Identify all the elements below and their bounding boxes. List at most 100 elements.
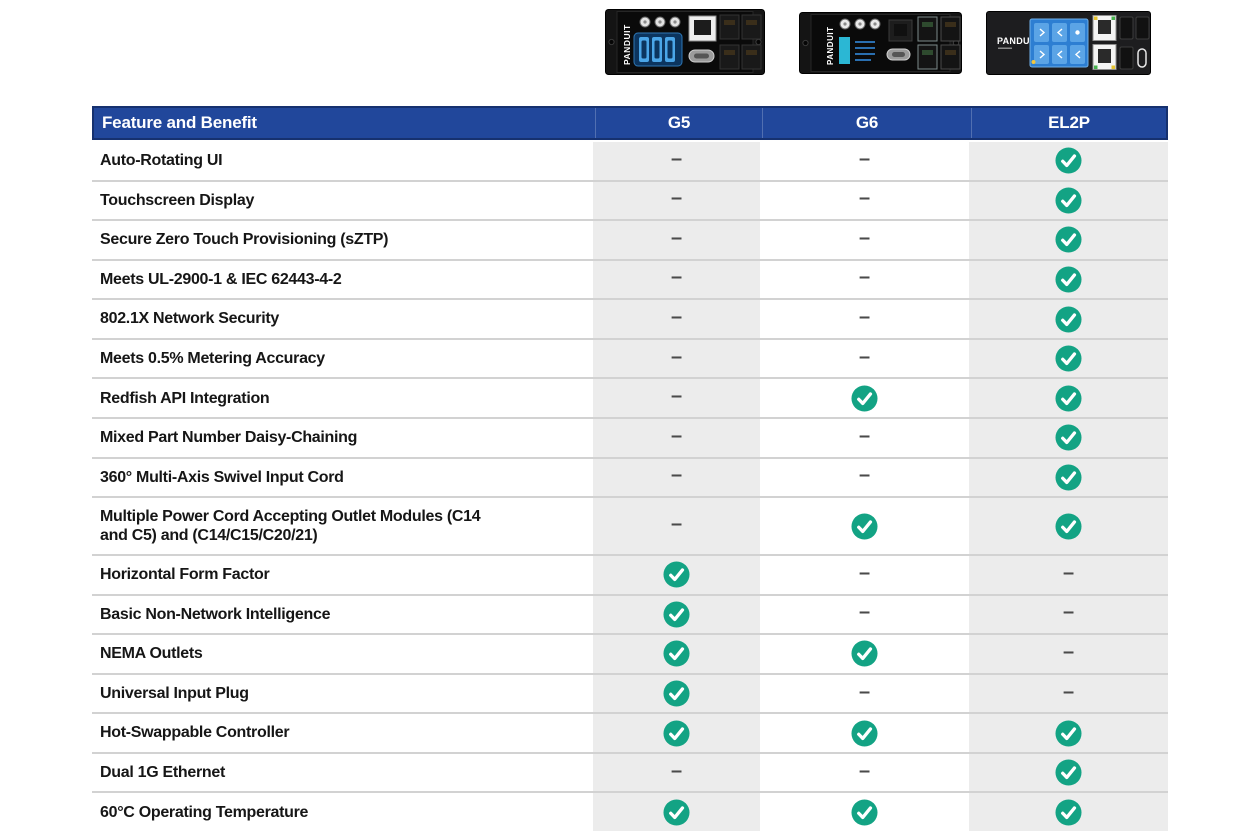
check-cell [593,595,760,634]
dash-icon: – [858,424,871,447]
check-icon [1055,226,1082,253]
header-column-g5: G5 [595,108,762,138]
check-cell [760,379,969,417]
g5-serial-port [688,49,715,63]
product-image-g6: PANDUIT [799,12,962,74]
dash-icon: – [670,385,683,408]
table-row: NEMA Outlets – [92,633,1168,673]
check-cell [969,793,1168,831]
check-icon [663,720,690,747]
check-icon [851,385,878,412]
g6-serial-port [886,48,911,61]
dash-icon: – [1062,680,1075,703]
dash-cell: – [760,221,969,259]
feature-label: Horizontal Form Factor [92,556,593,594]
dash-icon: – [858,147,871,170]
comparison-table: Feature and Benefit G5 G6 EL2P Auto-Rota… [92,106,1168,831]
dash-icon: – [858,601,871,624]
check-cell [969,300,1168,338]
check-cell [760,714,969,752]
check-cell [760,635,969,673]
table-body: Auto-Rotating UI – – Touchscreen Display – – S… [92,140,1168,831]
dash-icon: – [670,345,683,368]
dash-icon: – [1062,640,1075,663]
check-icon [1055,759,1082,786]
check-icon [1055,464,1082,491]
header-feature-and-benefit: Feature and Benefit [102,113,257,132]
feature-label: Multiple Power Cord Accepting Outlet Mod… [92,498,593,555]
dash-cell: – [760,674,969,713]
table-row: Mixed Part Number Daisy-Chaining – – [92,416,1168,457]
dash-cell: – [593,221,760,259]
dash-icon: – [670,306,683,329]
el2p-device-illustration: PANDUIT [986,11,1151,75]
check-cell [593,714,760,752]
table-header-row: Feature and Benefit G5 G6 EL2P [92,106,1168,140]
table-row: Hot-Swappable Controller [92,712,1168,752]
feature-label: Mixed Part Number Daisy-Chaining [92,418,593,457]
feature-label: Universal Input Plug [92,674,593,713]
table-row: Dual 1G Ethernet – – [92,751,1168,792]
check-icon [1055,187,1082,214]
el2p-panduit-logo: PANDUIT [997,36,1039,46]
product-image-g5: PANDUIT [605,9,765,76]
dash-icon: – [1062,601,1075,624]
dash-cell: – [593,458,760,497]
check-cell [593,556,760,594]
dash-cell: – [760,300,969,338]
g5-screw-right [755,38,762,46]
dash-icon: – [858,680,871,703]
check-cell [593,674,760,713]
check-icon [851,720,878,747]
dash-icon: – [858,266,871,289]
dash-icon: – [858,306,871,329]
dash-cell: – [593,181,760,220]
dash-cell: – [593,260,760,299]
dash-icon: – [670,226,683,249]
g5-ethernet-port [688,15,717,42]
el2p-sublabel [998,47,1012,49]
check-cell [969,379,1168,417]
check-icon [851,640,878,667]
dash-cell: – [969,674,1168,713]
dash-cell: – [969,635,1168,673]
g5-screw-left [608,38,615,46]
check-cell [969,260,1168,299]
feature-label: 60°C Operating Temperature [92,793,593,831]
g6-panduit-logo: PANDUIT [826,27,835,65]
dash-cell: – [593,753,760,792]
check-cell [593,793,760,831]
check-icon [1055,424,1082,451]
table-row: Secure Zero Touch Provisioning (sZTP) – – [92,219,1168,259]
dash-icon: – [670,464,683,487]
dash-cell: – [760,181,969,220]
dash-icon: – [670,187,683,210]
table-row: Meets UL-2900-1 & IEC 62443-4-2 – – [92,258,1168,299]
dash-icon: – [670,513,683,536]
table-row: Redfish API Integration – [92,377,1168,417]
check-icon [663,799,690,826]
table-row: Touchscreen Display – – [92,179,1168,220]
check-cell [969,458,1168,497]
dash-cell: – [760,458,969,497]
check-cell [593,635,760,673]
check-icon [851,799,878,826]
check-cell [969,714,1168,752]
dash-cell: – [760,339,969,378]
check-cell [969,181,1168,220]
dash-icon: – [858,759,871,782]
g6-device-illustration: PANDUIT [799,12,962,74]
dash-cell: – [760,142,969,180]
check-cell [969,753,1168,792]
dash-icon: – [670,147,683,170]
g5-panduit-logo: PANDUIT [622,24,632,65]
check-icon [851,513,878,540]
table-row: 360° Multi-Axis Swivel Input Cord – – [92,456,1168,497]
table-row: 802.1X Network Security – – [92,298,1168,338]
feature-label: Basic Non-Network Intelligence [92,595,593,634]
feature-label: Hot-Swappable Controller [92,714,593,752]
g6-buttons [839,18,881,30]
dash-cell: – [760,753,969,792]
feature-label: Meets UL-2900-1 & IEC 62443-4-2 [92,260,593,299]
